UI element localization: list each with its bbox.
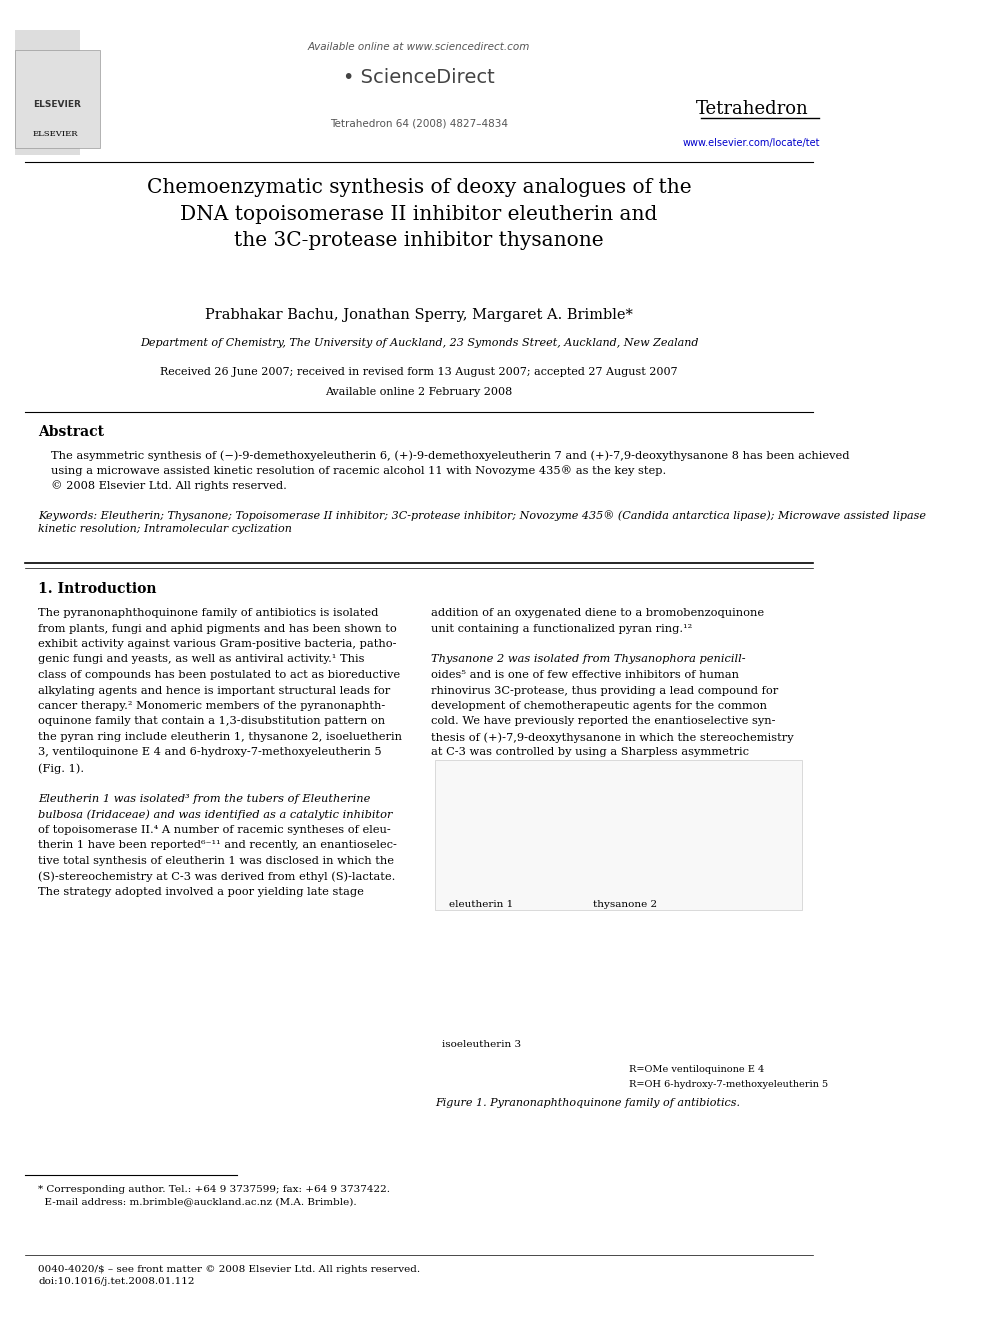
FancyBboxPatch shape: [435, 759, 803, 910]
Text: ELSEVIER: ELSEVIER: [32, 130, 77, 138]
Text: alkylating agents and hence is important structural leads for: alkylating agents and hence is important…: [38, 685, 390, 696]
Text: ELSEVIER: ELSEVIER: [34, 101, 81, 108]
Text: isoeleutherin 3: isoeleutherin 3: [441, 1040, 521, 1049]
Text: thysanone 2: thysanone 2: [593, 900, 657, 909]
Text: Abstract: Abstract: [38, 425, 104, 439]
Text: Keywords: Eleutherin; Thysanone; Topoisomerase II inhibitor; 3C-protease inhibit: Keywords: Eleutherin; Thysanone; Topoiso…: [38, 509, 926, 534]
Text: The asymmetric synthesis of (−)-9-demethoxyeleutherin 6, (+)-9-demethoxyeleuther: The asymmetric synthesis of (−)-9-demeth…: [51, 450, 849, 491]
Text: * Corresponding author. Tel.: +64 9 3737599; fax: +64 9 3737422.
  E-mail addres: * Corresponding author. Tel.: +64 9 3737…: [38, 1185, 390, 1207]
Text: Figure 1. Pyranonaphthoquinone family of antibiotics.: Figure 1. Pyranonaphthoquinone family of…: [435, 1098, 740, 1107]
Text: class of compounds has been postulated to act as bioreductive: class of compounds has been postulated t…: [38, 669, 400, 680]
Text: 1. Introduction: 1. Introduction: [38, 582, 157, 595]
Text: Available online 2 February 2008: Available online 2 February 2008: [325, 388, 513, 397]
FancyBboxPatch shape: [15, 50, 99, 148]
Text: (S)-stereochemistry at C-3 was derived from ethyl (S)-lactate.: (S)-stereochemistry at C-3 was derived f…: [38, 872, 396, 882]
Text: Eleutherin 1 was isolated³ from the tubers of Eleutherine: Eleutherin 1 was isolated³ from the tube…: [38, 794, 370, 804]
Text: 3, ventiloquinone E 4 and 6-hydroxy-7-methoxyeleutherin 5: 3, ventiloquinone E 4 and 6-hydroxy-7-me…: [38, 747, 382, 758]
Text: 0040-4020/$ – see front matter © 2008 Elsevier Ltd. All rights reserved.
doi:10.: 0040-4020/$ – see front matter © 2008 El…: [38, 1265, 421, 1286]
Text: addition of an oxygenated diene to a bromobenzoquinone: addition of an oxygenated diene to a bro…: [431, 609, 764, 618]
Text: Tetrahedron: Tetrahedron: [695, 101, 808, 118]
Text: Prabhakar Bachu, Jonathan Sperry, Margaret A. Brimble*: Prabhakar Bachu, Jonathan Sperry, Margar…: [205, 308, 633, 321]
Text: The strategy adopted involved a poor yielding late stage: The strategy adopted involved a poor yie…: [38, 886, 364, 897]
Text: unit containing a functionalized pyran ring.¹²: unit containing a functionalized pyran r…: [431, 623, 692, 634]
Text: www.elsevier.com/locate/tet: www.elsevier.com/locate/tet: [683, 138, 820, 148]
FancyBboxPatch shape: [15, 30, 80, 155]
Text: R=OH 6-hydroxy-7-methoxyeleutherin 5: R=OH 6-hydroxy-7-methoxyeleutherin 5: [629, 1080, 828, 1089]
Text: Tetrahedron 64 (2008) 4827–4834: Tetrahedron 64 (2008) 4827–4834: [330, 118, 508, 128]
Text: R=OMe ventiloquinone E 4: R=OMe ventiloquinone E 4: [629, 1065, 765, 1074]
Text: Chemoenzymatic synthesis of deoxy analogues of the
DNA topoisomerase II inhibito: Chemoenzymatic synthesis of deoxy analog…: [147, 179, 691, 250]
Text: eleutherin 1: eleutherin 1: [449, 900, 514, 909]
Text: thesis of (+)-7,9-deoxythysanone in which the stereochemistry: thesis of (+)-7,9-deoxythysanone in whic…: [431, 732, 794, 742]
Text: cold. We have previously reported the enantioselective syn-: cold. We have previously reported the en…: [431, 717, 776, 726]
Text: therin 1 have been reported⁶⁻¹¹ and recently, an enantioselec-: therin 1 have been reported⁶⁻¹¹ and rece…: [38, 840, 397, 851]
Text: genic fungi and yeasts, as well as antiviral activity.¹ This: genic fungi and yeasts, as well as antiv…: [38, 655, 364, 664]
Text: from plants, fungi and aphid pigments and has been shown to: from plants, fungi and aphid pigments an…: [38, 623, 397, 634]
Text: of topoisomerase II.⁴ A number of racemic syntheses of eleu-: of topoisomerase II.⁴ A number of racemi…: [38, 826, 391, 835]
Text: exhibit activity against various Gram-positive bacteria, patho-: exhibit activity against various Gram-po…: [38, 639, 397, 650]
Text: Thysanone 2 was isolated from Thysanophora penicill-: Thysanone 2 was isolated from Thysanopho…: [431, 655, 745, 664]
Text: development of chemotherapeutic agents for the common: development of chemotherapeutic agents f…: [431, 701, 767, 710]
Text: Department of Chemistry, The University of Auckland, 23 Symonds Street, Auckland: Department of Chemistry, The University …: [140, 337, 698, 348]
Text: Available online at www.sciencedirect.com: Available online at www.sciencedirect.co…: [308, 42, 530, 52]
Text: cancer therapy.² Monomeric members of the pyranonaphth-: cancer therapy.² Monomeric members of th…: [38, 701, 385, 710]
Text: oides⁵ and is one of few effective inhibitors of human: oides⁵ and is one of few effective inhib…: [431, 669, 739, 680]
Text: The pyranonaphthoquinone family of antibiotics is isolated: The pyranonaphthoquinone family of antib…: [38, 609, 378, 618]
Text: (Fig. 1).: (Fig. 1).: [38, 763, 84, 774]
Text: oquinone family that contain a 1,3-disubstitution pattern on: oquinone family that contain a 1,3-disub…: [38, 717, 385, 726]
Text: tive total synthesis of eleutherin 1 was disclosed in which the: tive total synthesis of eleutherin 1 was…: [38, 856, 394, 867]
Text: at C-3 was controlled by using a Sharpless asymmetric: at C-3 was controlled by using a Sharple…: [431, 747, 749, 758]
Text: Received 26 June 2007; received in revised form 13 August 2007; accepted 27 Augu: Received 26 June 2007; received in revis…: [160, 366, 678, 377]
Text: the pyran ring include eleutherin 1, thysanone 2, isoeluetherin: the pyran ring include eleutherin 1, thy…: [38, 732, 402, 742]
Text: • ScienceDirect: • ScienceDirect: [343, 67, 495, 87]
Text: bulbosa (Iridaceae) and was identified as a catalytic inhibitor: bulbosa (Iridaceae) and was identified a…: [38, 810, 393, 820]
Text: rhinovirus 3C-protease, thus providing a lead compound for: rhinovirus 3C-protease, thus providing a…: [431, 685, 778, 696]
